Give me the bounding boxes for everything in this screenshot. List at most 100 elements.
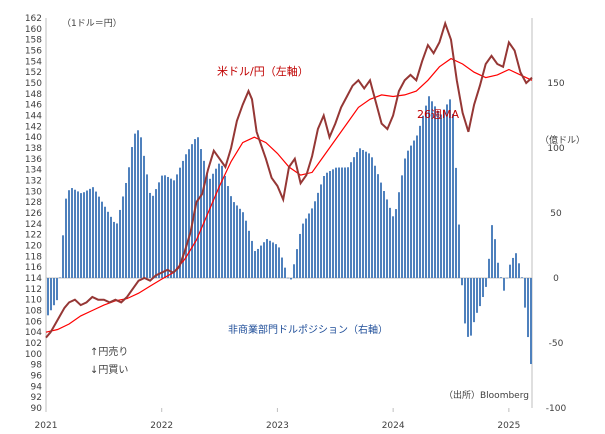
usdjpy-line [45, 20, 533, 339]
left-tick-label: 144 [25, 112, 42, 122]
left-tick-label: 102 [25, 339, 42, 349]
position-bar [308, 213, 310, 278]
position-bar [512, 257, 514, 278]
position-bar [53, 278, 55, 306]
position-bar [386, 199, 388, 278]
position-bar [260, 245, 262, 278]
position-bar [491, 225, 493, 278]
position-bar [461, 278, 463, 286]
yen-sell-note: ↑円売り [90, 345, 128, 358]
right-tick-label: 100 [547, 144, 564, 154]
left-tick-label: 110 [25, 296, 42, 306]
position-bar [488, 258, 490, 278]
position-bar [197, 137, 199, 278]
left-tick-label: 156 [25, 47, 42, 57]
position-bar [65, 198, 67, 278]
position-bar [338, 167, 340, 278]
position-bar [146, 174, 148, 278]
left-tick-label: 136 [25, 155, 42, 165]
position-bar [50, 278, 52, 311]
position-bar [374, 165, 376, 278]
position-bar [224, 175, 226, 278]
yen-buy-note: ↓円買い [90, 364, 128, 376]
position-bar [173, 180, 175, 278]
source-note: （出所）Bloomberg [444, 389, 529, 401]
position-bar [413, 140, 415, 278]
position-bar [179, 167, 181, 278]
position-bar [437, 111, 439, 278]
left-tick-label: 90 [31, 404, 43, 414]
position-series-label: 非商業部門ドルポジション（右軸） [228, 323, 388, 336]
position-bar [434, 106, 436, 278]
position-bar [380, 182, 382, 278]
position-bar [149, 192, 151, 278]
left-tick-label: 108 [25, 307, 42, 317]
left-tick-label: 152 [25, 68, 42, 78]
position-bar [509, 264, 511, 278]
position-bar [161, 175, 163, 278]
position-bar [422, 115, 424, 278]
left-tick-label: 132 [25, 177, 42, 187]
position-bar [272, 242, 274, 278]
position-bar [257, 248, 259, 278]
position-bar [365, 151, 367, 278]
position-bar [137, 130, 139, 278]
position-bar [92, 187, 94, 278]
position-bar [500, 277, 502, 278]
position-bar [320, 184, 322, 278]
position-bar [341, 167, 343, 278]
left-tick-label: 106 [25, 317, 42, 327]
position-bar [521, 277, 523, 278]
position-bar [482, 278, 484, 298]
position-bar [395, 209, 397, 278]
position-bar [299, 233, 301, 278]
position-bar [287, 277, 289, 279]
left-tick-label: 126 [25, 209, 42, 219]
position-bar [416, 135, 418, 278]
position-bar [407, 150, 409, 278]
position-bar [218, 163, 220, 278]
position-bar [530, 278, 532, 365]
position-bar [467, 278, 469, 337]
position-bar [122, 196, 124, 278]
position-bar [443, 109, 445, 279]
position-bar [209, 178, 211, 278]
position-bar [347, 167, 349, 278]
position-bar [236, 205, 238, 278]
position-bar [83, 192, 85, 278]
left-tick-label: 114 [25, 274, 42, 284]
position-bar [155, 189, 157, 278]
left-axis-unit: （1ドル＝円） [62, 18, 122, 29]
position-bar [401, 175, 403, 278]
position-bar [89, 188, 91, 278]
left-tick-label: 134 [25, 166, 42, 176]
right-tick-label: 50 [550, 209, 562, 219]
position-bar [101, 201, 103, 278]
position-bar [458, 224, 460, 278]
position-bar [377, 174, 379, 278]
position-bar [449, 99, 451, 279]
position-bar [476, 278, 478, 313]
position-bar [188, 149, 190, 278]
position-bar [296, 249, 298, 278]
left-tick-label: 138 [25, 144, 42, 154]
left-tick-label: 146 [25, 101, 42, 111]
left-tick-label: 124 [25, 220, 42, 230]
position-bar [74, 189, 76, 278]
position-bar [323, 176, 325, 278]
position-bar [293, 264, 295, 278]
position-bar [344, 167, 346, 278]
position-bar [95, 191, 97, 278]
position-bar [245, 220, 247, 278]
position-bar [494, 239, 496, 278]
position-bar [359, 148, 361, 278]
position-bar [503, 278, 505, 291]
position-bar [452, 113, 454, 278]
position-bar [368, 153, 370, 278]
left-tick-label: 98 [31, 361, 43, 371]
position-bar [392, 216, 394, 278]
position-bar [290, 278, 292, 280]
position-bar [221, 165, 223, 278]
position-bar [134, 133, 136, 278]
